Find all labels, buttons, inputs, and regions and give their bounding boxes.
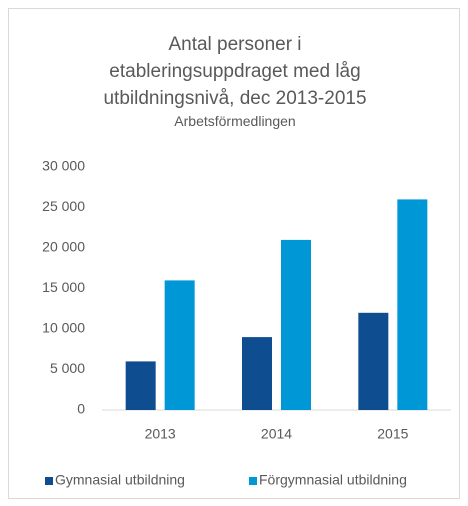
y-tick-label: 10 000 xyxy=(42,320,85,336)
bar xyxy=(358,312,389,410)
y-tick-label: 5 000 xyxy=(50,360,85,376)
x-tick-label: 2014 xyxy=(261,426,292,442)
chart-border xyxy=(8,8,460,499)
y-tick-label: 15 000 xyxy=(42,279,85,295)
legend-label: Förgymnasial utbildning xyxy=(259,472,407,488)
chart-subtitle: Arbetsförmedlingen xyxy=(174,113,296,129)
y-tick-label: 30 000 xyxy=(42,158,85,174)
bar xyxy=(242,337,272,410)
y-tick-label: 0 xyxy=(77,401,85,417)
legend-label: Gymnasial utbildning xyxy=(55,472,185,488)
x-tick-label: 2013 xyxy=(145,426,176,442)
bar xyxy=(397,199,428,410)
y-tick-label: 25 000 xyxy=(42,198,85,214)
chart-title: Antal personer i etableringsuppdraget me… xyxy=(103,34,367,109)
y-tick-label: 20 000 xyxy=(42,239,85,255)
bar xyxy=(164,280,195,410)
legend-swatch xyxy=(249,477,257,485)
x-tick-label: 2015 xyxy=(377,426,408,442)
bar xyxy=(125,361,156,410)
bar xyxy=(281,239,311,410)
legend-swatch xyxy=(45,477,53,485)
